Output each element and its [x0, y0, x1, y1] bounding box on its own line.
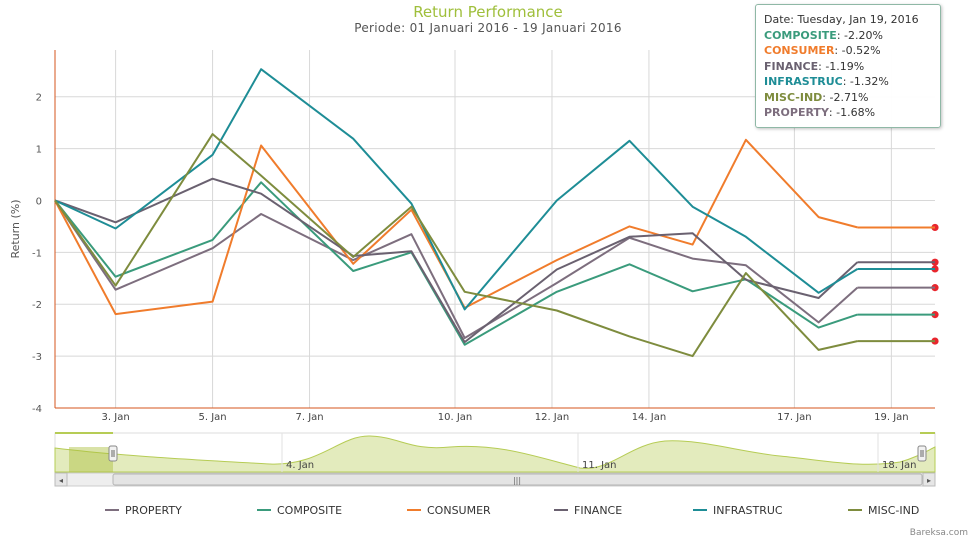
tooltip-series-name: CONSUMER	[764, 44, 835, 57]
tooltip-date: Date: Tuesday, Jan 19, 2016	[764, 13, 919, 26]
y-tick-label: -1	[32, 248, 42, 259]
legend-label: INFRASTRUC	[713, 504, 783, 517]
legend-label: FINANCE	[574, 504, 622, 517]
legend-item-finance[interactable]: FINANCE	[554, 504, 622, 517]
x-tick-label: 17. Jan	[777, 412, 812, 423]
legend-item-infrastruc[interactable]: INFRASTRUC	[693, 504, 783, 517]
scrollbar-right-button[interactable]	[922, 472, 936, 487]
y-axis-label: Return (%)	[9, 199, 22, 258]
navigator-label: 18. Jan	[882, 460, 917, 471]
legend-item-misc-ind[interactable]: MISC-IND	[848, 504, 919, 517]
tooltip-series-name: FINANCE	[764, 59, 819, 73]
scrollbar-left-arrow-icon: ◂	[59, 476, 63, 485]
tooltip-row: INFRASTRUC: -1.32%	[764, 74, 932, 90]
series-line-misc-ind	[54, 133, 858, 358]
navigator-right-handle[interactable]	[917, 445, 927, 462]
tooltip-series-value: : -0.52%	[834, 44, 881, 57]
y-tick-label: 0	[36, 196, 42, 207]
tooltip-series-value: : -2.20%	[836, 28, 883, 42]
legend-item-composite[interactable]: COMPOSITE	[257, 504, 342, 517]
brand-watermark: Bareksa.com	[909, 528, 968, 538]
x-tick-label: 3. Jan	[102, 412, 130, 423]
scrollbar-right-arrow-icon: ▸	[927, 476, 931, 485]
x-tick-label: 12. Jan	[535, 412, 570, 423]
tooltip-row: FINANCE: -1.19%	[764, 59, 932, 75]
hover-tooltip: Date: Tuesday, Jan 19, 2016 COMPOSITE: -…	[755, 4, 941, 128]
legend-label: CONSUMER	[427, 504, 491, 517]
chart-title: Return Performance	[413, 3, 563, 21]
y-tick-label: -3	[32, 352, 42, 363]
series-line-property	[54, 199, 859, 339]
x-tick-label: 19. Jan	[874, 412, 909, 423]
series-line-infrastruc	[54, 68, 858, 311]
y-tick-label: 1	[36, 145, 42, 156]
navigator-area	[54, 435, 936, 473]
legend-label: MISC-IND	[868, 504, 919, 517]
y-tick-label: -4	[32, 404, 42, 415]
scrollbar-grip: |||	[513, 476, 521, 485]
tooltip-series-name: COMPOSITE	[764, 28, 837, 42]
navigator: 4. Jan 11. Jan 18. Jan	[54, 432, 936, 473]
legend-label: COMPOSITE	[277, 504, 342, 517]
tooltip-series-name: PROPERTY	[764, 106, 829, 119]
chart-subtitle: Periode: 01 Januari 2016 - 19 Januari 20…	[354, 21, 622, 35]
tooltip-row: PROPERTY: -1.68%	[764, 105, 932, 121]
y-tick-label: -2	[32, 300, 42, 311]
legend-label: PROPERTY	[125, 504, 182, 517]
x-tick-label: 5. Jan	[199, 412, 227, 423]
tooltip-row: CONSUMER: -0.52%	[764, 43, 932, 59]
tooltip-series-value: : -1.32%	[842, 75, 889, 88]
scrollbar: ||| ◂ ▸	[54, 472, 936, 487]
legend-item-property[interactable]: PROPERTY	[105, 504, 182, 517]
tooltip-series-value: : -1.68%	[828, 106, 876, 119]
series-line-finance	[54, 177, 859, 344]
tooltip-row: MISC-IND: -2.71%	[764, 90, 932, 106]
tooltip-series-name: MISC-IND	[764, 90, 823, 104]
navigator-left-handle[interactable]	[108, 445, 118, 462]
tooltip-series-name: INFRASTRUC	[764, 75, 843, 88]
tooltip-series-value: : -2.71%	[822, 90, 869, 104]
y-tick-label: 2	[36, 93, 42, 104]
x-tick-label: 14. Jan	[632, 412, 667, 423]
navigator-selected-region	[69, 447, 113, 472]
navigator-label: 11. Jan	[582, 460, 617, 471]
x-tick-label: 7. Jan	[295, 412, 323, 423]
scrollbar-thumb[interactable]	[112, 473, 923, 486]
scrollbar-left-button[interactable]	[54, 472, 68, 487]
legend-item-consumer[interactable]: CONSUMER	[407, 504, 491, 517]
navigator-label: 4. Jan	[286, 460, 314, 471]
x-tick-label: 10. Jan	[438, 412, 473, 423]
tooltip-row: COMPOSITE: -2.20%	[764, 28, 932, 44]
tooltip-series-value: : -1.19%	[818, 59, 865, 73]
